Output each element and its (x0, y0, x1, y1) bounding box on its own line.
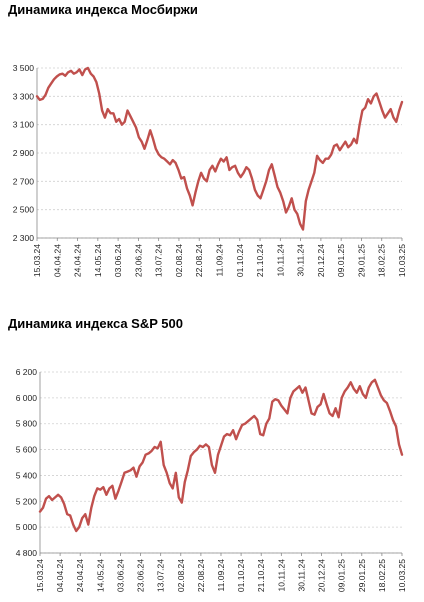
x-tick-label: 10.11.24 (276, 559, 286, 592)
x-tick-label: 01.10.24 (236, 559, 246, 592)
y-tick-label: 3 500 (13, 63, 35, 73)
x-tick-label: 14.05.24 (95, 559, 105, 592)
y-tick-label: 5 000 (16, 522, 38, 532)
chart-title-mosbirzha: Динамика индекса Мосбиржи (8, 2, 198, 17)
x-tick-label: 15.03.24 (32, 244, 42, 277)
y-tick-label: 5 600 (16, 445, 38, 455)
x-tick-label: 30.11.24 (296, 559, 306, 592)
series-line (38, 378, 404, 533)
y-tick-label: 5 200 (16, 496, 38, 506)
y-tick-label: 2 500 (13, 205, 35, 215)
x-tick-label: 02.08.24 (176, 559, 186, 592)
x-tick-label: 11.09.24 (216, 559, 226, 592)
x-tick-label: 04.04.24 (55, 559, 65, 592)
x-tick-label: 18.02.25 (377, 559, 387, 592)
y-tick-label: 3 100 (13, 120, 35, 130)
chart-mosbirzha: Динамика индекса Мосбиржи 3 500 3 300 3 10… (0, 0, 424, 300)
y-tick-label: 6 200 (16, 367, 38, 377)
x-tick-label: 20.12.24 (316, 244, 326, 277)
chart-sp500-plot: 6 200 6 000 5 800 5 600 5 400 5 200 5 000 4 800… (16, 367, 407, 592)
x-tick-label: 23.06.24 (136, 559, 146, 592)
series-line (35, 66, 404, 231)
y-tick-label: 2 300 (13, 233, 35, 243)
x-tick-label: 20.12.24 (317, 559, 327, 592)
x-tick-label: 09.01.25 (337, 559, 347, 592)
x-tick-label: 03.06.24 (113, 244, 123, 277)
y-tick-label: 6 000 (16, 393, 38, 403)
x-tick-label: 02.08.24 (174, 244, 184, 277)
x-tick-label: 10.03.25 (397, 244, 407, 277)
y-tick-label: 2 700 (13, 176, 35, 186)
chart-title-sp500: Динамика индекса S&P 500 (8, 316, 183, 331)
x-tick-label: 29.01.25 (356, 244, 366, 277)
x-tick-label: 11.09.24 (215, 244, 225, 277)
chart-mosbirzha-plot: 3 500 3 300 3 100 2 900 2 700 2 500 2 30015.03… (13, 63, 407, 277)
x-tick-label: 22.08.24 (196, 559, 206, 592)
y-tick-label: 2 900 (13, 148, 35, 158)
x-tick-label: 29.01.25 (357, 559, 367, 592)
y-tick-label: 5 800 (16, 419, 38, 429)
x-tick-label: 14.05.24 (93, 244, 103, 277)
x-tick-label: 15.03.24 (35, 559, 45, 592)
y-tick-label: 4 800 (16, 548, 38, 558)
x-tick-label: 09.01.25 (336, 244, 346, 277)
x-tick-label: 22.08.24 (194, 244, 204, 277)
x-tick-label: 13.07.24 (154, 244, 164, 277)
x-tick-label: 24.04.24 (75, 559, 85, 592)
x-tick-label: 24.04.24 (73, 244, 83, 277)
x-tick-label: 23.06.24 (133, 244, 143, 277)
y-tick-label: 3 300 (13, 91, 35, 101)
x-tick-label: 10.03.25 (397, 559, 407, 592)
x-tick-label: 13.07.24 (156, 559, 166, 592)
y-tick-label: 5 400 (16, 470, 38, 480)
x-tick-label: 10.11.24 (275, 244, 285, 277)
x-tick-label: 03.06.24 (115, 559, 125, 592)
x-tick-label: 21.10.24 (255, 244, 265, 277)
x-tick-label: 01.10.24 (235, 244, 245, 277)
x-tick-label: 04.04.24 (52, 244, 62, 277)
chart-sp500: Динамика индекса S&P 500 6 200 6 000 5 800… (0, 310, 424, 602)
x-tick-label: 30.11.24 (296, 244, 306, 277)
x-tick-label: 21.10.24 (256, 559, 266, 592)
x-tick-label: 18.02.25 (377, 244, 387, 277)
